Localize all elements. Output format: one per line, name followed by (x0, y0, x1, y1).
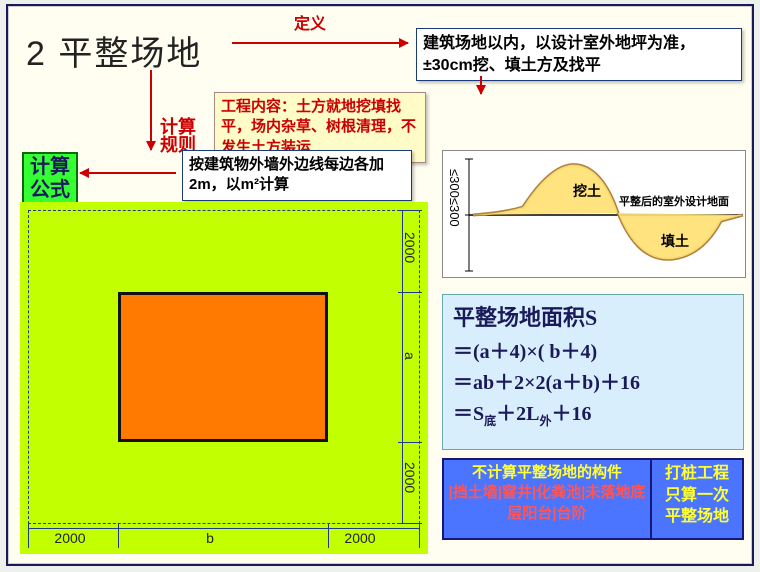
plan-diagram: 2000 b 2000 2000 a 2000 (20, 202, 428, 554)
profile-svg (443, 151, 747, 279)
section-profile: ≤300≤300 挖土 填土 平整后的室外设计地面 (442, 150, 746, 278)
fill-label: 填土 (661, 231, 689, 251)
formula-box: 平整场地面积S ＝(a＋4)×( b＋4) ＝ab＋2×2(a＋b)＋16 ＝S… (442, 294, 744, 450)
arrow-formula-rule (80, 172, 176, 174)
arrow-to-definition (232, 42, 408, 44)
arrow-down-def (480, 76, 482, 94)
calc-formula-box: 计算 公式 (22, 152, 78, 206)
calc-rule-label: 计算 规则 (160, 118, 196, 154)
slide-page: 2 平整场地 定义 建筑场地以内，以设计室外地坪为准，±30cm挖、填土方及找平… (6, 4, 754, 566)
vaxis-label: ≤300≤300 (447, 169, 462, 227)
design-ground-label: 平整后的室外设计地面 (619, 193, 729, 209)
rule-box: 按建筑物外墙外边线每边各加2m，以m²计算 (182, 150, 412, 201)
main-title: 2 平整场地 (26, 26, 202, 75)
piling-note: 打桩工程 只算一次 平整场地 (650, 460, 742, 538)
f3c: ＋16 (552, 403, 592, 425)
dim-center: b (180, 530, 240, 546)
formula-line2: ＝ab＋2×2(a＋b)＋16 (453, 368, 733, 399)
cut-label: 挖土 (573, 181, 601, 201)
dim-left: 2000 (40, 530, 100, 546)
dim-right: 2000 (330, 530, 390, 546)
bottom-panel: 不计算平整场地的构件 |挡土墙|窨井|化粪池|未落地底层阳台|台阶 打桩工程 只… (442, 458, 744, 540)
definition-box: 建筑场地以内，以设计室外地坪为准，±30cm挖、填土方及找平 (416, 28, 742, 81)
dim-mid: a (402, 352, 418, 360)
f3s1: 底 (484, 414, 496, 428)
excluded-items: 不计算平整场地的构件 |挡土墙|窨井|化粪池|未落地底层阳台|台阶 (444, 460, 650, 538)
f3a: ＝S (453, 403, 484, 425)
excluded-list: |挡土墙|窨井|化粪池|未落地底层阳台|台阶 (446, 483, 648, 524)
building-rect (118, 292, 328, 442)
excluded-title: 不计算平整场地的构件 (446, 463, 648, 483)
formula-line1: ＝(a＋4)×( b＋4) (453, 337, 733, 368)
f3s2: 外 (539, 414, 551, 428)
arrow-down-main (150, 70, 152, 150)
dim-top: 2000 (402, 232, 418, 263)
definition-label: 定义 (294, 14, 326, 36)
dim-bottom: 2000 (402, 462, 418, 493)
formula-line3: ＝S底＋2L外＋16 (453, 399, 733, 431)
formula-title: 平整场地面积S (453, 301, 733, 335)
f3b: ＋2L (496, 403, 539, 425)
